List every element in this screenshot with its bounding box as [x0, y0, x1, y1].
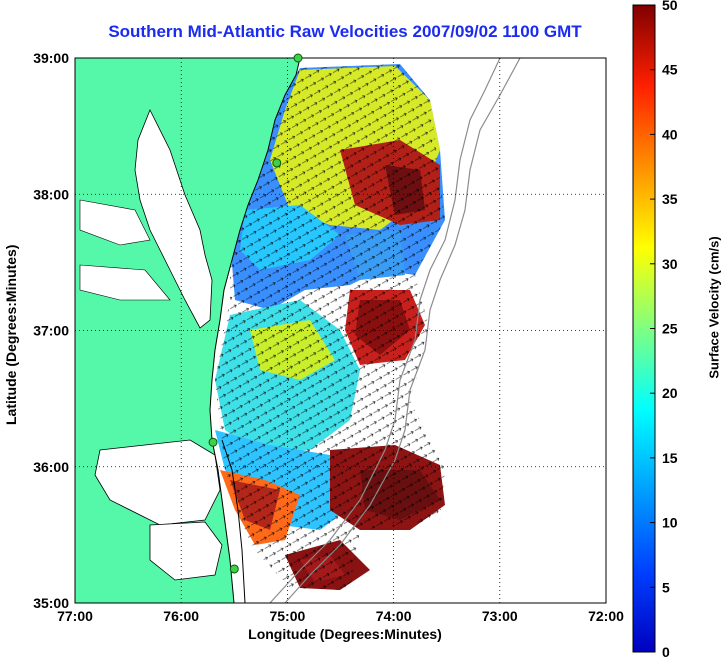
colorbar-tick-label: 5: [662, 579, 670, 595]
colorbar-tick-label: 10: [662, 515, 678, 531]
velocity-field: [215, 64, 445, 590]
radar-station-marker: [208, 437, 218, 447]
x-tick-label: 72:00: [588, 608, 624, 624]
y-tick-label: 37:00: [33, 323, 69, 339]
y-tick-label: 39:00: [33, 50, 69, 66]
x-tick-labels: 77:00 76:00 75:00 74:00 73:00 72:00: [57, 608, 624, 624]
colorbar-tick-label: 30: [662, 256, 678, 272]
radar-station-marker: [229, 564, 239, 574]
colorbar-tick-label: 40: [662, 126, 678, 142]
y-tick-label: 38:00: [33, 186, 69, 202]
colorbar-tick-label: 15: [662, 450, 678, 466]
y-tick-labels: 39:00 38:00 37:00 36:00 35:00: [33, 50, 69, 611]
colorbar-tick-label: 0: [662, 644, 670, 659]
x-tick-label: 75:00: [269, 608, 305, 624]
colorbar-tick-label: 45: [662, 62, 678, 78]
x-axis-label: Longitude (Degrees:Minutes): [248, 626, 442, 642]
colorbar-tick-label: 50: [662, 0, 678, 13]
bathymetry-contours: [269, 58, 521, 603]
colorbar-tick-label: 25: [662, 321, 678, 337]
y-axis-label: Latitude (Degrees:Minutes): [3, 244, 19, 425]
colorbar-tick-label: 20: [662, 385, 678, 401]
y-tick-label: 36:00: [33, 459, 69, 475]
x-tick-label: 77:00: [57, 608, 93, 624]
radar-station-marker: [293, 53, 303, 63]
y-tick-label: 35:00: [33, 595, 69, 611]
plot-frame: [74, 57, 607, 604]
radar-stations: [208, 53, 303, 574]
colorbar-tick-label: 35: [662, 191, 678, 207]
x-tick-label: 74:00: [376, 608, 412, 624]
x-tick-label: 73:00: [482, 608, 518, 624]
radar-station-marker: [272, 158, 282, 168]
grid: [75, 58, 606, 603]
colorbar-label: Surface Velocity (cm/s): [706, 236, 722, 379]
map-title: Southern Mid-Atlantic Raw Velocities 200…: [108, 22, 582, 41]
x-tick-label: 76:00: [163, 608, 199, 624]
